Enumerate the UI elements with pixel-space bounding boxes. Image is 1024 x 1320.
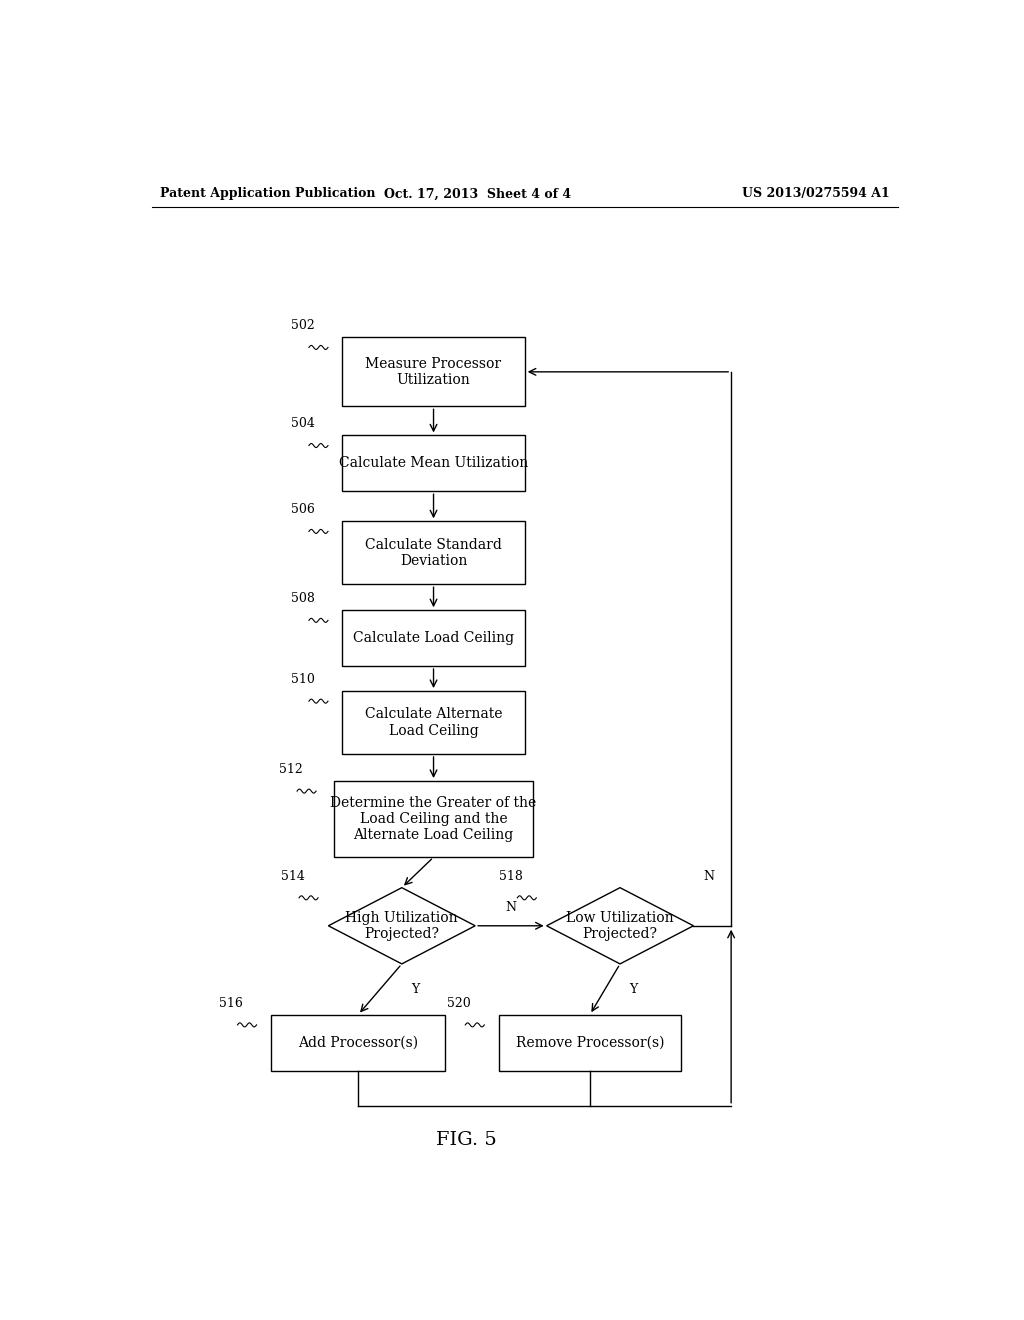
Text: Y: Y (412, 983, 420, 995)
Text: N: N (703, 870, 715, 883)
FancyBboxPatch shape (342, 610, 524, 667)
Text: 504: 504 (291, 417, 314, 430)
Text: Y: Y (630, 983, 638, 995)
Text: Calculate Alternate
Load Ceiling: Calculate Alternate Load Ceiling (365, 708, 503, 738)
Text: Calculate Mean Utilization: Calculate Mean Utilization (339, 457, 528, 470)
FancyBboxPatch shape (342, 521, 524, 585)
Text: 514: 514 (281, 870, 304, 883)
FancyBboxPatch shape (499, 1015, 681, 1071)
Text: 502: 502 (291, 319, 314, 333)
Text: Calculate Load Ceiling: Calculate Load Ceiling (353, 631, 514, 645)
Text: Add Processor(s): Add Processor(s) (298, 1036, 418, 1049)
Text: Remove Processor(s): Remove Processor(s) (516, 1036, 665, 1049)
Text: 506: 506 (291, 503, 314, 516)
FancyBboxPatch shape (342, 690, 524, 754)
Text: N: N (506, 900, 516, 913)
Text: 512: 512 (279, 763, 303, 776)
Text: US 2013/0275594 A1: US 2013/0275594 A1 (742, 187, 890, 201)
Text: 508: 508 (291, 593, 314, 605)
Text: Measure Processor
Utilization: Measure Processor Utilization (366, 356, 502, 387)
Polygon shape (547, 887, 693, 964)
FancyBboxPatch shape (342, 436, 524, 491)
Text: 520: 520 (447, 997, 471, 1010)
Text: 516: 516 (219, 997, 243, 1010)
FancyBboxPatch shape (334, 781, 532, 857)
Text: Patent Application Publication: Patent Application Publication (160, 187, 375, 201)
Text: 510: 510 (291, 673, 314, 686)
Polygon shape (329, 887, 475, 964)
Text: Determine the Greater of the
Load Ceiling and the
Alternate Load Ceiling: Determine the Greater of the Load Ceilin… (331, 796, 537, 842)
Text: Low Utilization
Projected?: Low Utilization Projected? (566, 911, 674, 941)
Text: 518: 518 (499, 870, 523, 883)
Text: FIG. 5: FIG. 5 (435, 1131, 497, 1150)
Text: Oct. 17, 2013  Sheet 4 of 4: Oct. 17, 2013 Sheet 4 of 4 (384, 187, 570, 201)
Text: Calculate Standard
Deviation: Calculate Standard Deviation (366, 537, 502, 568)
FancyBboxPatch shape (342, 338, 524, 407)
Text: High Utilization
Projected?: High Utilization Projected? (345, 911, 458, 941)
FancyBboxPatch shape (270, 1015, 445, 1071)
